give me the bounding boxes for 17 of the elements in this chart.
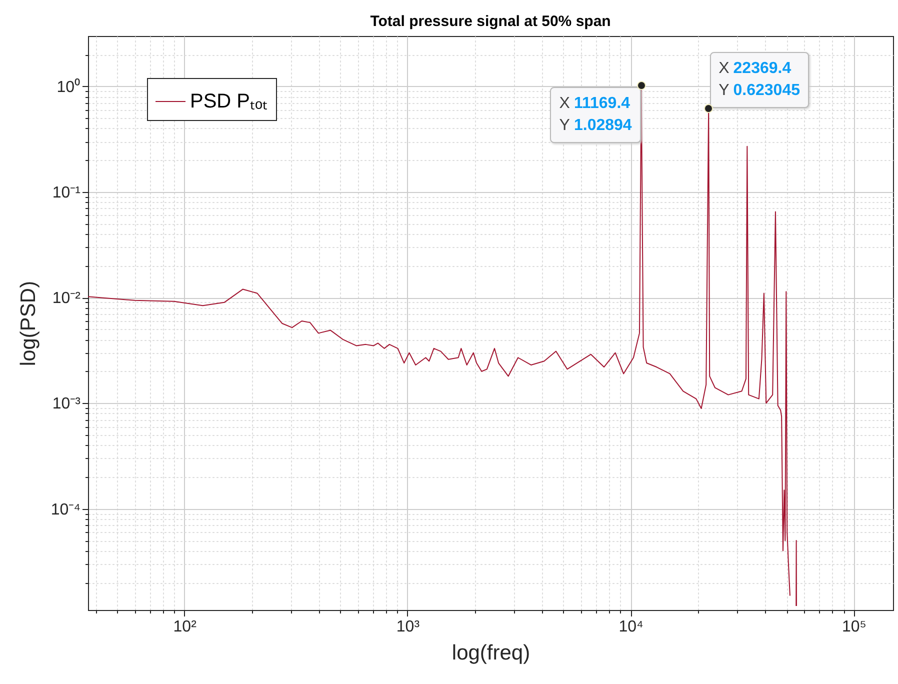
- y-tick-label: 10⁻³: [52, 396, 82, 413]
- annotation: X 11169.4 Y 1.02894: [559, 95, 632, 134]
- legend-label: PSD Pₜₒₜ: [190, 90, 268, 112]
- x-tick-label: 10²: [173, 618, 198, 636]
- y-tick-label: 10⁻¹: [52, 184, 80, 202]
- y-tick-label: 10⁰: [56, 78, 80, 96]
- x-tick-label: 10³: [396, 618, 420, 636]
- y-axis-title: log(PSD): [16, 280, 40, 366]
- x-tick-label: 10⁵: [842, 618, 866, 636]
- annotation: X 22369.4 Y 0.623045: [718, 60, 800, 100]
- x-tick-label: 10⁴: [618, 618, 644, 636]
- datatip-box: X 11169.4 Y 1.02894: [550, 87, 641, 144]
- chart-title: Total pressure signal at 50% span: [370, 13, 611, 30]
- y-tick-label: 10⁻²: [52, 290, 82, 308]
- datatip-box: X 22369.4 Y 0.623045: [710, 52, 809, 108]
- y-tick-label: 10⁻⁴: [50, 501, 81, 518]
- x-axis-title: log(freq): [452, 642, 530, 664]
